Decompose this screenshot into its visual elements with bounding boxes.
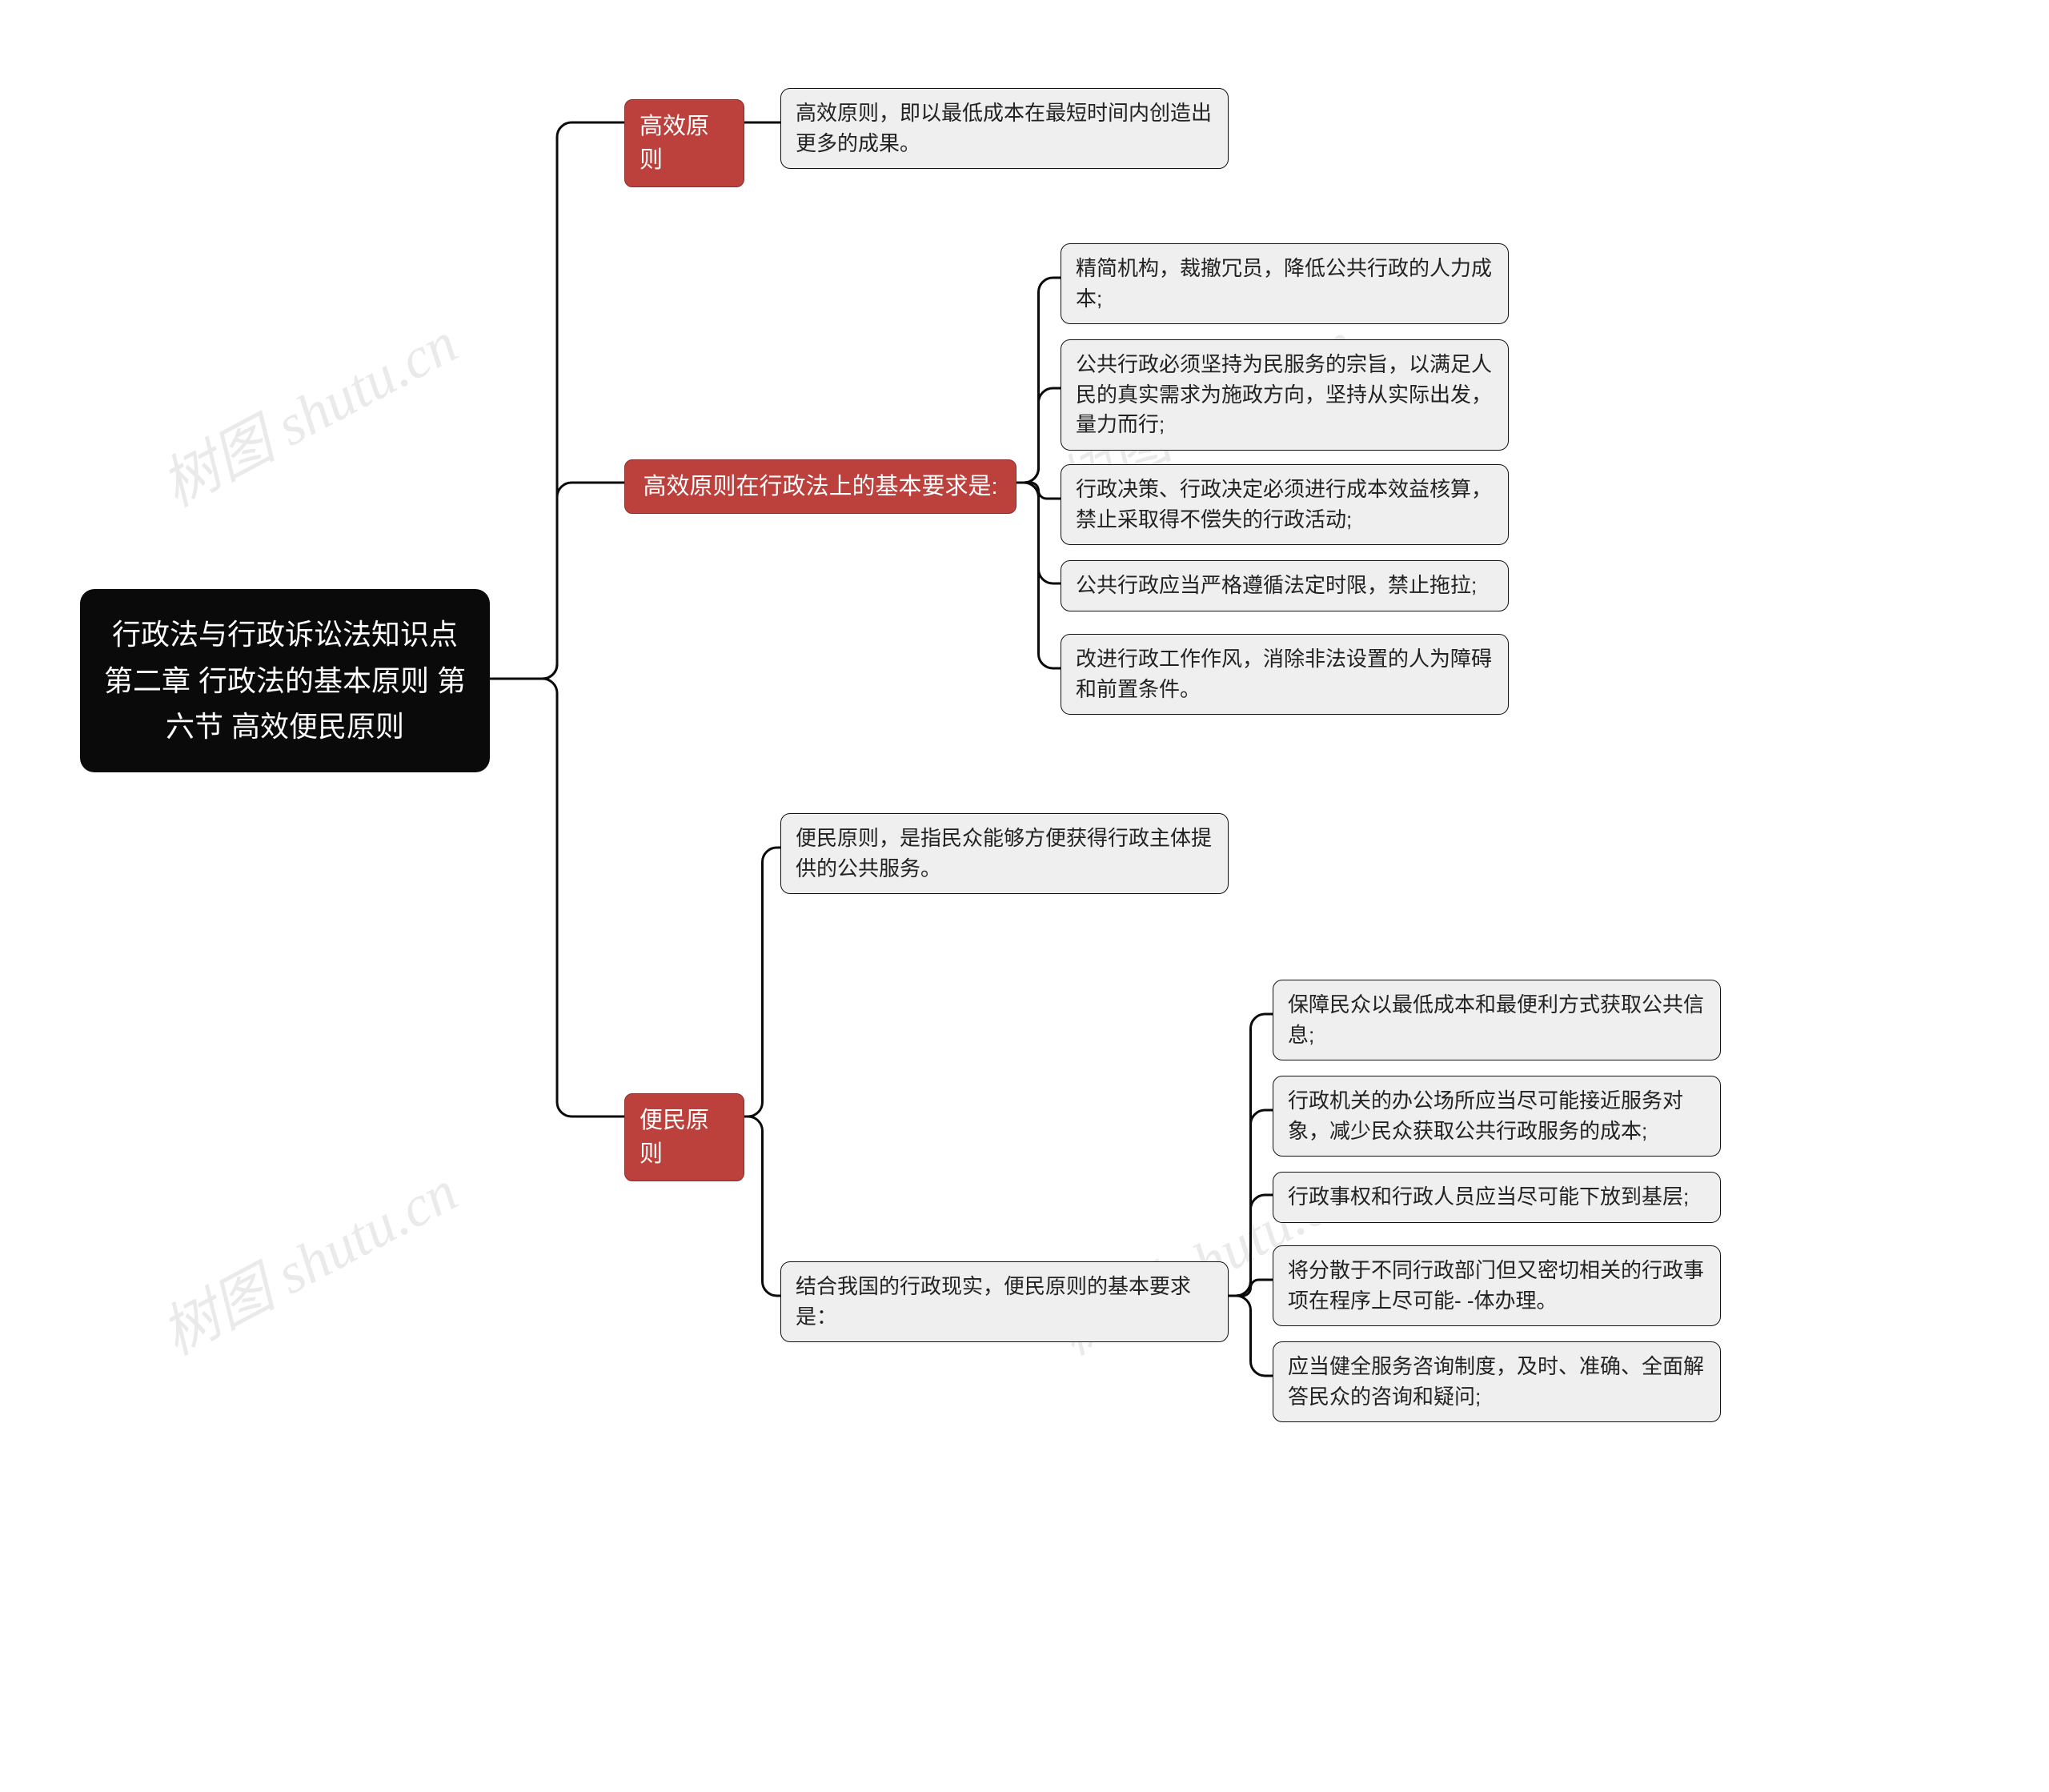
category-convenience-principle: 便民原则 (624, 1093, 744, 1181)
category-efficient-principle: 高效原则 (624, 99, 744, 187)
watermark: 树图 shutu.cn (144, 1145, 469, 1370)
leaf-convenience-definition: 便民原则，是指民众能够方便获得行政主体提供的公共服务。 (780, 813, 1229, 894)
leaf-conv-office-location: 行政机关的办公场所应当尽可能接近服务对象，减少民众获取公共行政服务的成本; (1273, 1076, 1721, 1157)
leaf-conv-decentralize: 行政事权和行政人员应当尽可能下放到基层; (1273, 1172, 1721, 1223)
leaf-conv-consult: 应当健全服务咨询制度，及时、准确、全面解答民众的咨询和疑问; (1273, 1341, 1721, 1422)
connector-layer (0, 0, 2049, 1792)
leaf-conv-info-access: 保障民众以最低成本和最便利方式获取公共信息; (1273, 980, 1721, 1060)
mindmap-canvas: { "colors": { "background": "#ffffff", "… (0, 0, 2049, 1792)
leaf-efficient-definition: 高效原则，即以最低成本在最短时间内创造出更多的成果。 (780, 88, 1229, 169)
leaf-req-serve-people: 公共行政必须坚持为民服务的宗旨，以满足人民的真实需求为施政方向，坚持从实际出发，… (1061, 339, 1509, 451)
leaf-conv-onestop: 将分散于不同行政部门但又密切相关的行政事项在程序上尽可能- -体办理。 (1273, 1245, 1721, 1326)
leaf-req-streamline: 精简机构，裁撤冗员，降低公共行政的人力成本; (1061, 243, 1509, 324)
leaf-req-cost-benefit: 行政决策、行政决定必须进行成本效益核算，禁止采取得不偿失的行政活动; (1061, 464, 1509, 545)
category-efficient-requirements: 高效原则在行政法上的基本要求是: (624, 459, 1016, 514)
leaf-req-time-limit: 公共行政应当严格遵循法定时限，禁止拖拉; (1061, 560, 1509, 611)
watermark: 树图 shutu.cn (144, 296, 469, 522)
root-node: 行政法与行政诉讼法知识点 第二章 行政法的基本原则 第六节 高效便民原则 (80, 589, 490, 772)
leaf-req-workstyle: 改进行政工作作风，消除非法设置的人为障碍和前置条件。 (1061, 634, 1509, 715)
leaf-convenience-requirements: 结合我国的行政现实，便民原则的基本要求是： (780, 1261, 1229, 1342)
